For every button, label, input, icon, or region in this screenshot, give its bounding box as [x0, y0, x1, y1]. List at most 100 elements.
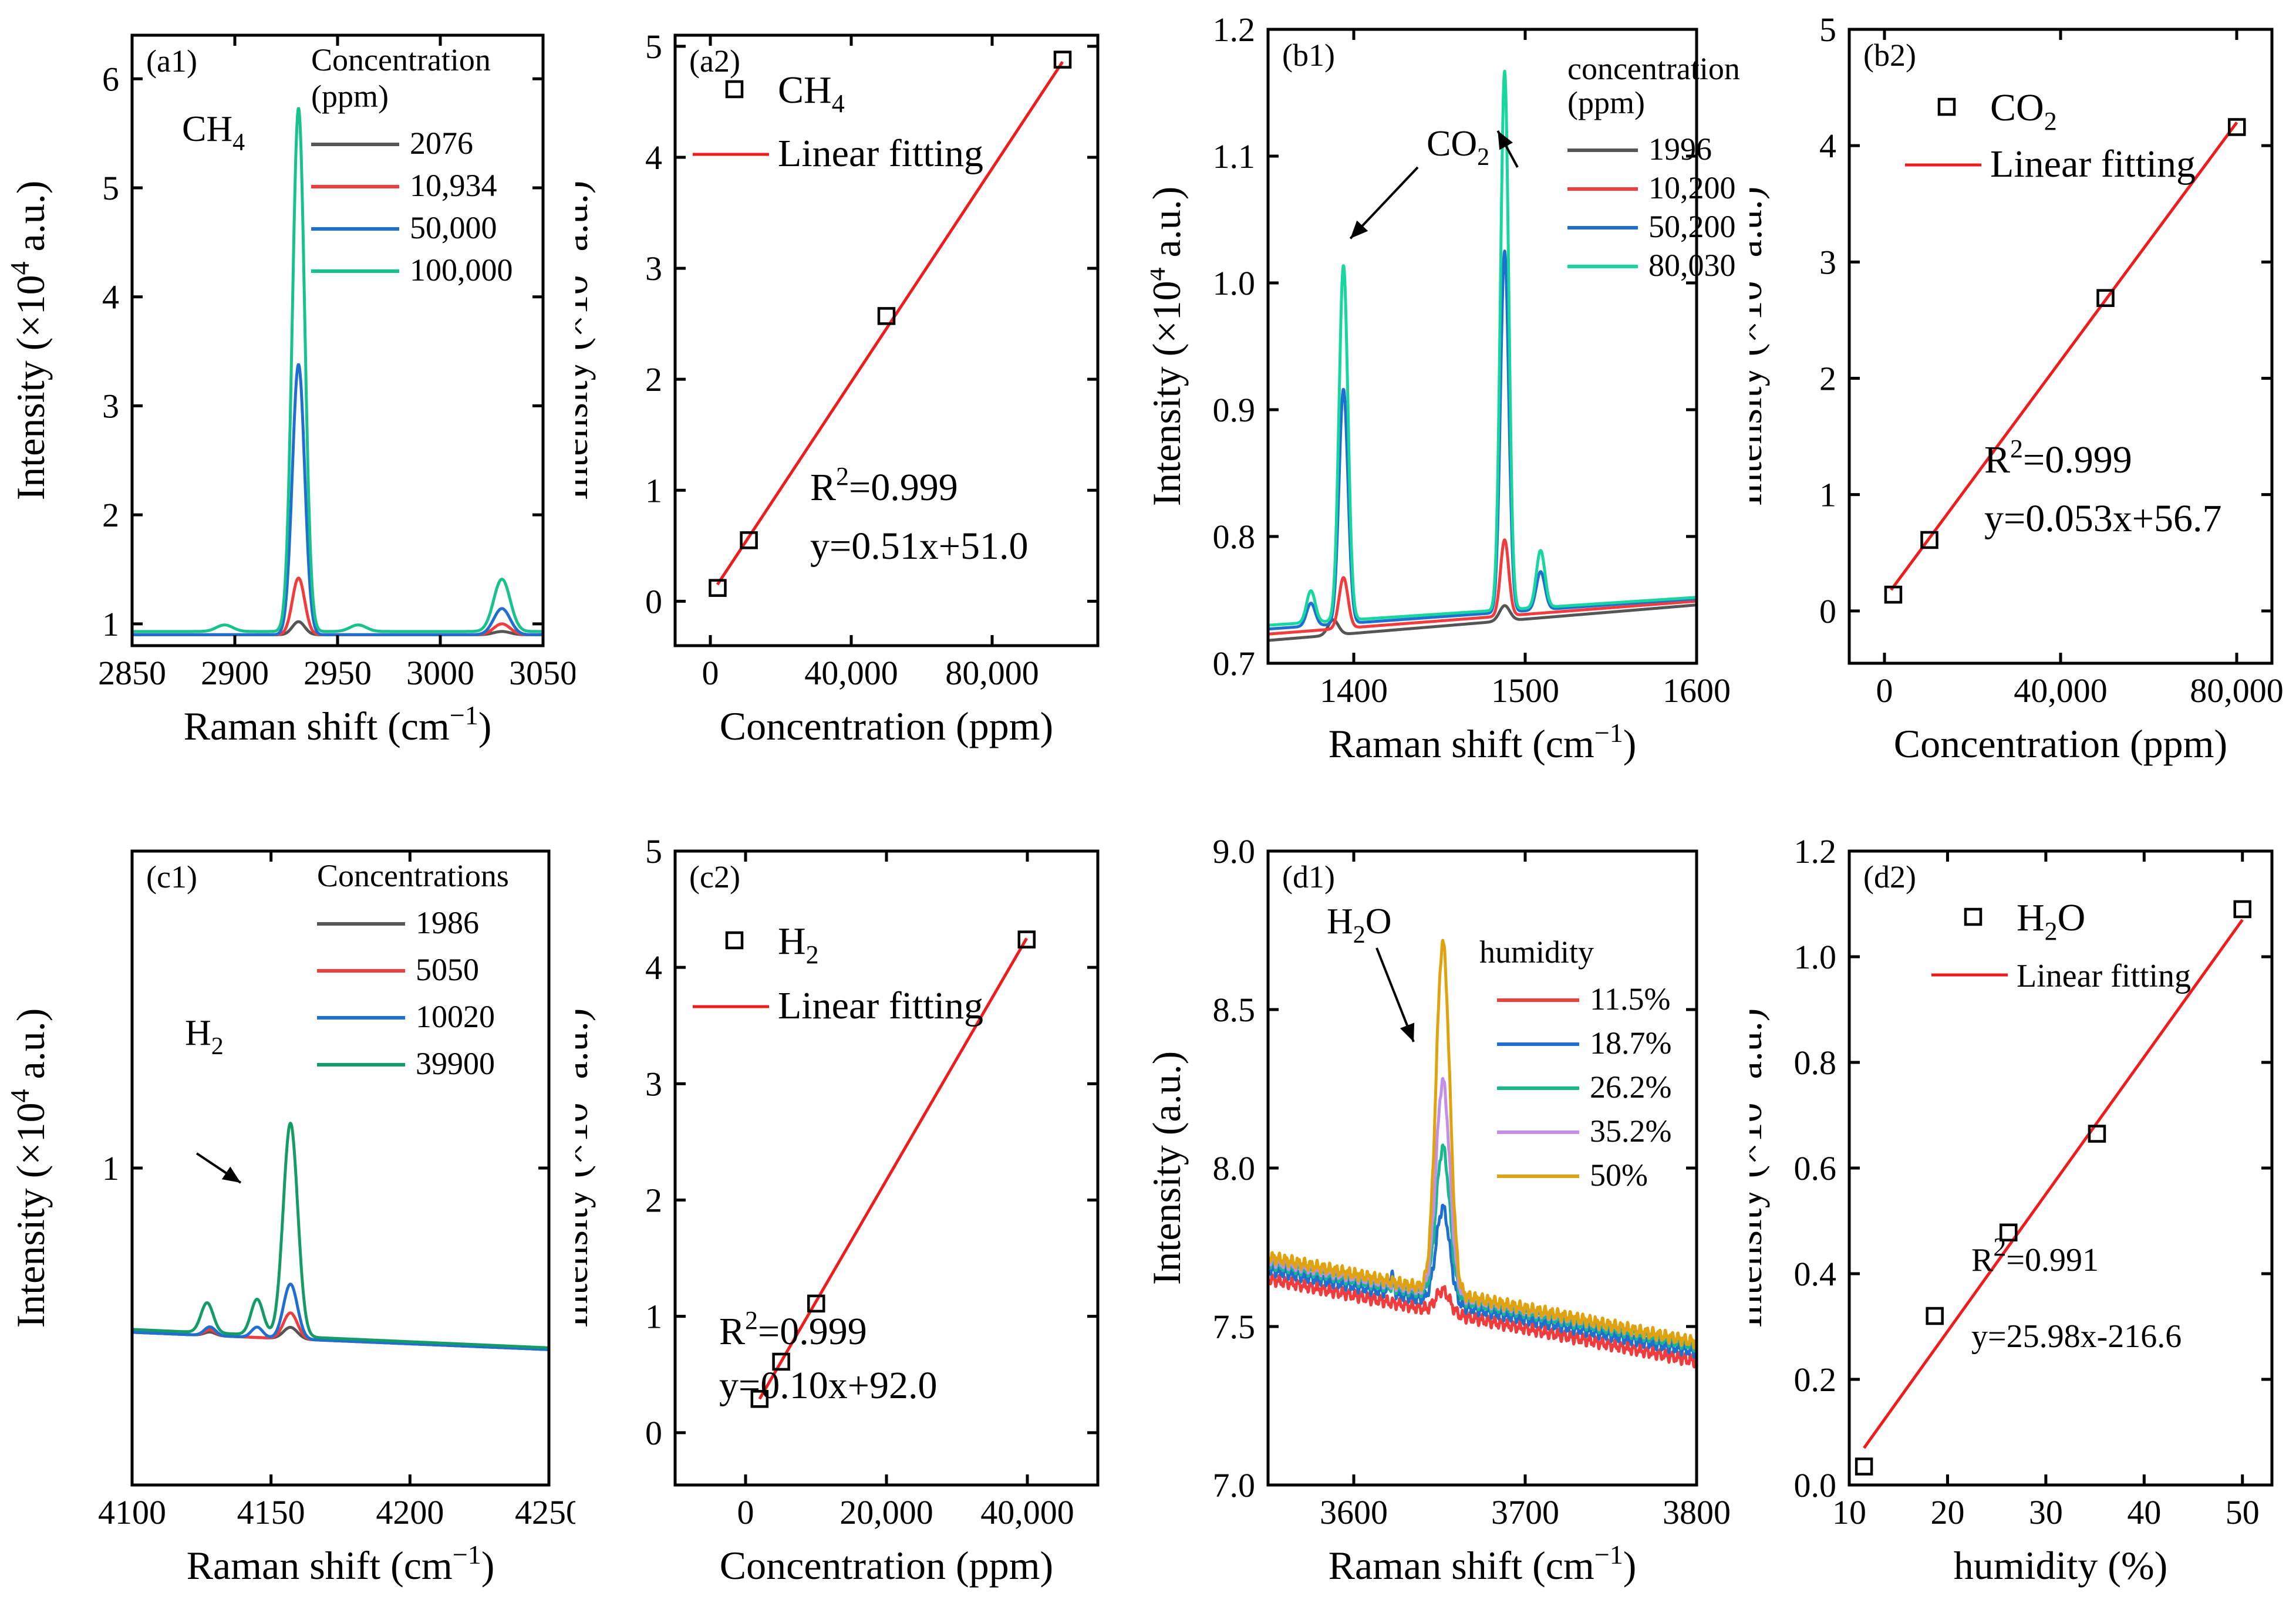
- panel-label: (c1): [146, 859, 197, 895]
- y-tick-label: 7.0: [1213, 1466, 1256, 1504]
- r-squared-sup: 2: [745, 1306, 758, 1335]
- data-point: [1855, 1457, 1873, 1476]
- species-label: CO2: [1427, 124, 1489, 171]
- y-tick-label: 5: [102, 169, 119, 207]
- legend-entry: 2076: [410, 126, 473, 161]
- x-axis-label-sup: −1: [450, 700, 478, 730]
- x-axis-label: Concentration (ppm): [720, 1543, 1053, 1588]
- data-point: [750, 1390, 769, 1408]
- panel-c1: 4100 4150 4200 4250 1 Raman shift (cm−1) Inten…: [5, 849, 575, 1588]
- series-line: [132, 576, 543, 636]
- series-line: [132, 107, 543, 633]
- x-tick-label: 50: [2226, 1493, 2260, 1531]
- y-axis-label-end: a.u.): [575, 1008, 596, 1089]
- data-point: [1926, 1307, 1944, 1325]
- x-axis-label-text: Raman shift (cm: [1329, 1543, 1594, 1588]
- y-tick-label: 5: [645, 832, 662, 870]
- legend-species-main: CH: [778, 69, 832, 112]
- panel-d2: 10 20 30 40 50 0.0 0.2 0.4 0.6 0.8 1.0 1.2 humidity …: [1749, 832, 2274, 1588]
- legend-entry: 26.2%: [1590, 1069, 1671, 1105]
- x-tick-label: 1600: [1663, 671, 1731, 710]
- legend-entry: 50%: [1590, 1157, 1648, 1193]
- species-sub: 2: [1353, 922, 1366, 949]
- legend-species-tail: O: [2058, 896, 2086, 939]
- data-point: [740, 531, 758, 549]
- species-sub: 2: [1477, 144, 1489, 171]
- x-tick-label: 40,000: [2014, 671, 2108, 710]
- x-axis-label-text: Raman shift (cm: [184, 704, 450, 748]
- y-axis-label-end: a.u.): [8, 1008, 53, 1089]
- r-squared-base: R: [1984, 438, 2010, 481]
- legend-entry: 11.5%: [1590, 981, 1670, 1017]
- data-point: [877, 307, 896, 325]
- y-tick-label: 0: [645, 1414, 662, 1452]
- legend-entry: 100,000: [410, 252, 513, 288]
- series-line: [132, 363, 543, 636]
- y-tick-label: 0: [645, 582, 662, 620]
- y-axis-label-end: a.u.): [1151, 187, 1189, 268]
- series-group: [132, 107, 543, 636]
- y-tick-label: 4: [645, 139, 662, 177]
- panel-label: (b2): [1863, 38, 1916, 73]
- y-axis-label-text: Intensity (×10: [575, 275, 596, 500]
- y-axis-label: Intensity (×103 a.u.): [1749, 1008, 1770, 1328]
- y-tick-label: 1.0: [1794, 938, 1837, 976]
- x-axis-label: Raman shift (cm−1): [184, 700, 492, 748]
- y-tick-label: 5: [645, 28, 662, 66]
- r-squared-value: =0.999: [849, 466, 958, 509]
- y-tick-label: 3: [645, 1065, 662, 1103]
- x-tick-label: 10: [1832, 1493, 1866, 1531]
- y-tick-label: 4: [1819, 127, 1836, 165]
- y-tick-label: 9.0: [1213, 832, 1256, 870]
- y-tick-label: 4: [102, 278, 119, 316]
- y-axis-label-sup: 4: [5, 1089, 35, 1102]
- x-axis-label: Raman shift (cm−1): [187, 1540, 495, 1588]
- data-point: [2088, 1125, 2106, 1143]
- fit-equation: y=25.98x-216.6: [1971, 1318, 2182, 1355]
- legend-entry: 5050: [416, 952, 479, 987]
- series-group: [1268, 69, 1697, 642]
- data-point: [1017, 930, 1036, 949]
- data-point: [1053, 50, 1072, 69]
- x-tick-label: 80,000: [2190, 671, 2284, 710]
- r-squared-value: =0.991: [2006, 1242, 2099, 1278]
- y-axis-label: Intensity (×104 a.u.): [5, 181, 53, 501]
- x-axis-label-end: ): [481, 1543, 495, 1588]
- r-squared: R2=0.999: [719, 1306, 867, 1353]
- legend-species-sub: 2: [2044, 107, 2057, 136]
- y-axis-label-end: a.u.): [1749, 187, 1770, 268]
- x-tick-label: 20,000: [839, 1493, 933, 1531]
- legend-entry: 50,000: [410, 210, 497, 245]
- legend-entry: Linear fitting: [778, 984, 983, 1027]
- y-axis-label-sup: 4: [1151, 267, 1171, 281]
- species-label: CH4: [182, 109, 245, 156]
- y-axis-label-sup: 4: [575, 261, 578, 275]
- x-axis-label: Concentration (ppm): [720, 704, 1053, 748]
- legend-entry: 50,200: [1648, 209, 1736, 244]
- series-line: [1268, 538, 1697, 636]
- fit-line: [1863, 919, 2244, 1449]
- r-squared-sup: 2: [1993, 1233, 2006, 1261]
- x-axis-label-end: ): [1623, 1543, 1637, 1588]
- x-axis-label-end: ): [478, 704, 492, 748]
- series-line: [132, 1283, 549, 1351]
- legend-entry: 1996: [1648, 131, 1712, 167]
- plot-frame: [1847, 849, 2274, 1487]
- y-tick-label: 1: [102, 605, 119, 643]
- x-tick-label: 4250: [515, 1493, 575, 1531]
- x-axis-label-text: Concentration (ppm): [720, 704, 1053, 748]
- r-squared-base: R: [719, 1310, 745, 1353]
- x-tick-label: 0: [702, 654, 719, 692]
- legend-entry: 10020: [416, 999, 495, 1034]
- x-tick-label: 3600: [1320, 1493, 1388, 1531]
- y-tick-label: 0.6: [1794, 1149, 1837, 1187]
- plot-frame: [1847, 28, 2274, 665]
- panel-c2: 0 20,000 40,000 0 1 2 3 4 5 Concentration (ppm) In…: [575, 832, 1100, 1588]
- legend-entry: 35.2%: [1590, 1113, 1671, 1149]
- series-line: [1268, 939, 1697, 1350]
- species-label: H2O: [1327, 902, 1392, 949]
- y-tick-label: 6: [102, 60, 119, 98]
- y-tick-label: 3: [1819, 243, 1836, 281]
- y-tick-label: 3: [102, 387, 119, 425]
